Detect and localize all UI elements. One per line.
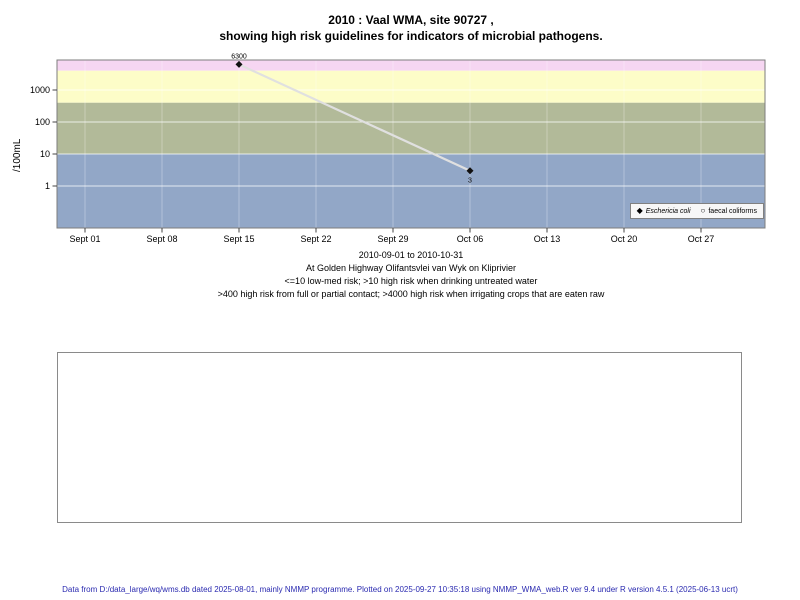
- legend-label: faecal coliforms: [708, 207, 757, 215]
- caption-line-4: >400 high risk from full or partial cont…: [217, 289, 605, 299]
- x-tick-label: Sept 08: [146, 234, 177, 244]
- y-tick-label: 1: [45, 181, 50, 191]
- x-tick-label: Oct 27: [688, 234, 715, 244]
- x-tick-label: Sept 22: [300, 234, 331, 244]
- risk-band-high-risk-contact: [57, 70, 765, 103]
- x-tick-label: Sept 15: [223, 234, 254, 244]
- empty-plot-panel: [57, 352, 742, 523]
- footer-note: Data from D:/data_large/wq/wms.db dated …: [62, 585, 738, 594]
- risk-band-high-risk-drinking: [57, 102, 765, 154]
- caption-line-3: <=10 low-med risk; >10 high risk when dr…: [284, 276, 538, 286]
- chart-captions: 2010-09-01 to 2010-10-31 At Golden Highwa…: [57, 249, 765, 301]
- data-point-value-label: 3: [468, 178, 472, 185]
- legend-entry: ◆ Eschericia coli: [637, 207, 691, 215]
- y-tick-label: 1000: [30, 85, 50, 95]
- x-tick-label: Sept 01: [69, 234, 100, 244]
- data-point-marker: [235, 60, 243, 68]
- chart-title-line2: showing high risk guidelines for indicat…: [219, 29, 603, 43]
- legend-entry: ○ faecal coliforms: [701, 207, 757, 215]
- x-tick-label: Sept 29: [377, 234, 408, 244]
- y-tick-label: 100: [35, 117, 50, 127]
- caption-line-2: At Golden Highway Olifantsvlei van Wyk o…: [305, 263, 516, 273]
- risk-band-high-risk-irrigation: [57, 60, 765, 71]
- data-point-value-label: 6300: [231, 53, 247, 60]
- x-tick-label: Oct 13: [534, 234, 561, 244]
- y-tick-label: 10: [40, 149, 50, 159]
- x-tick-label: Oct 20: [611, 234, 638, 244]
- plot-border: [56, 59, 766, 229]
- chart-title-line1: 2010 : Vaal WMA, site 90727 ,: [328, 13, 494, 27]
- series-line: [238, 63, 471, 172]
- chart-legend: ◆ Eschericia coli ○ faecal coliforms: [629, 203, 764, 219]
- caption-line-1: 2010-09-01 to 2010-10-31: [358, 250, 464, 260]
- legend-circle-icon: ○: [700, 206, 706, 215]
- data-point-marker: [466, 167, 474, 175]
- legend-label: Eschericia coli: [645, 207, 691, 215]
- legend-diamond-icon: ◆: [636, 206, 643, 215]
- x-tick-label: Oct 06: [457, 234, 484, 244]
- chart-title: 2010 : Vaal WMA, site 90727 , showing hi…: [57, 12, 765, 44]
